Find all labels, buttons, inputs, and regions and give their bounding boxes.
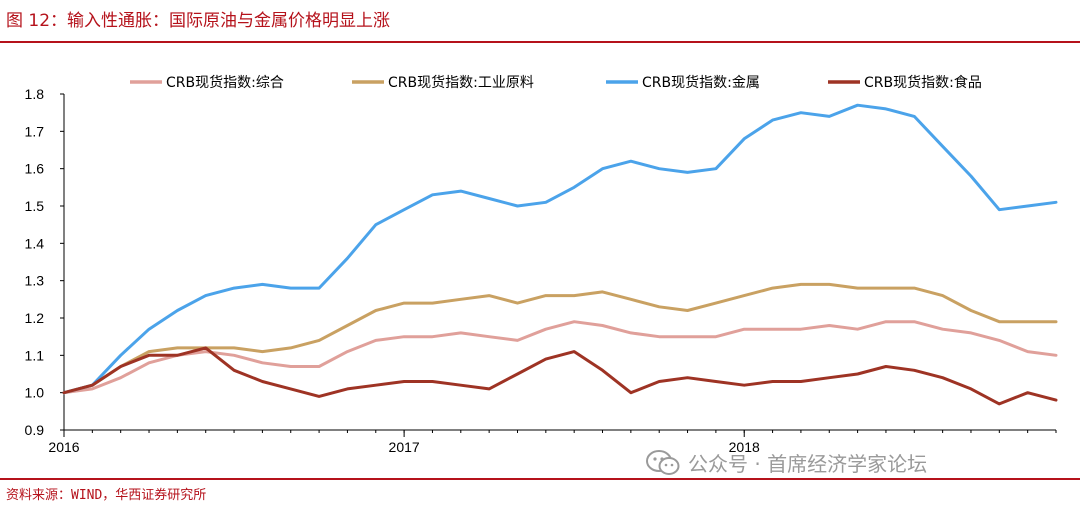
legend-label: CRB现货指数:综合 <box>166 74 284 91</box>
x-tick-label: 2016 <box>48 439 79 455</box>
y-tick-label: 1.4 <box>25 235 45 251</box>
chart: CRB现货指数:综合 CRB现货指数:工业原料 CRB现货指数:金属 CRB现货指数:… <box>25 74 1058 455</box>
figure-title: 图 12：输入性通胀：国际原油与金属价格明显上涨 <box>6 11 391 31</box>
legend-label: CRB现货指数:金属 <box>642 74 760 91</box>
series-line-3 <box>62 103 1058 395</box>
x-tick-label: 2017 <box>389 439 420 455</box>
source-note: 资料来源：WIND，华西证券研究所 <box>6 488 207 503</box>
y-tick-label: 1.3 <box>25 273 45 289</box>
title-divider <box>0 41 1080 43</box>
y-tick-label: 1.8 <box>25 86 45 102</box>
y-tick-label: 1.5 <box>25 198 45 214</box>
watermark: 公众号 · 首席经济学家论坛 <box>646 448 927 477</box>
axes: 0.9 1.0 1.1 1.2 1.3 1.4 1.5 1.6 1.7 1.8 2016 2017 20… <box>25 86 1057 455</box>
watermark-text: 公众号 · 首席经济学家论坛 <box>688 452 928 476</box>
y-tick-label: 1.6 <box>25 161 45 177</box>
y-tick-label: 1.7 <box>25 123 45 139</box>
y-tick-label: 0.9 <box>25 422 45 438</box>
y-tick-label: 1.0 <box>25 385 45 401</box>
legend: CRB现货指数:综合 CRB现货指数:工业原料 CRB现货指数:金属 CRB现货指数:… <box>130 74 982 91</box>
series-lines <box>62 103 1058 406</box>
y-tick-label: 1.2 <box>25 310 45 326</box>
y-tick-label: 1.1 <box>25 347 45 363</box>
wechat-icon <box>646 449 680 475</box>
series-line-2 <box>62 282 1058 395</box>
legend-label: CRB现货指数:工业原料 <box>388 74 534 91</box>
legend-label: CRB现货指数:食品 <box>864 74 982 91</box>
footer-divider <box>0 478 1080 480</box>
series-line-4 <box>62 346 1058 406</box>
series-line-1 <box>62 320 1058 395</box>
x-tick-label: 2018 <box>729 439 760 455</box>
